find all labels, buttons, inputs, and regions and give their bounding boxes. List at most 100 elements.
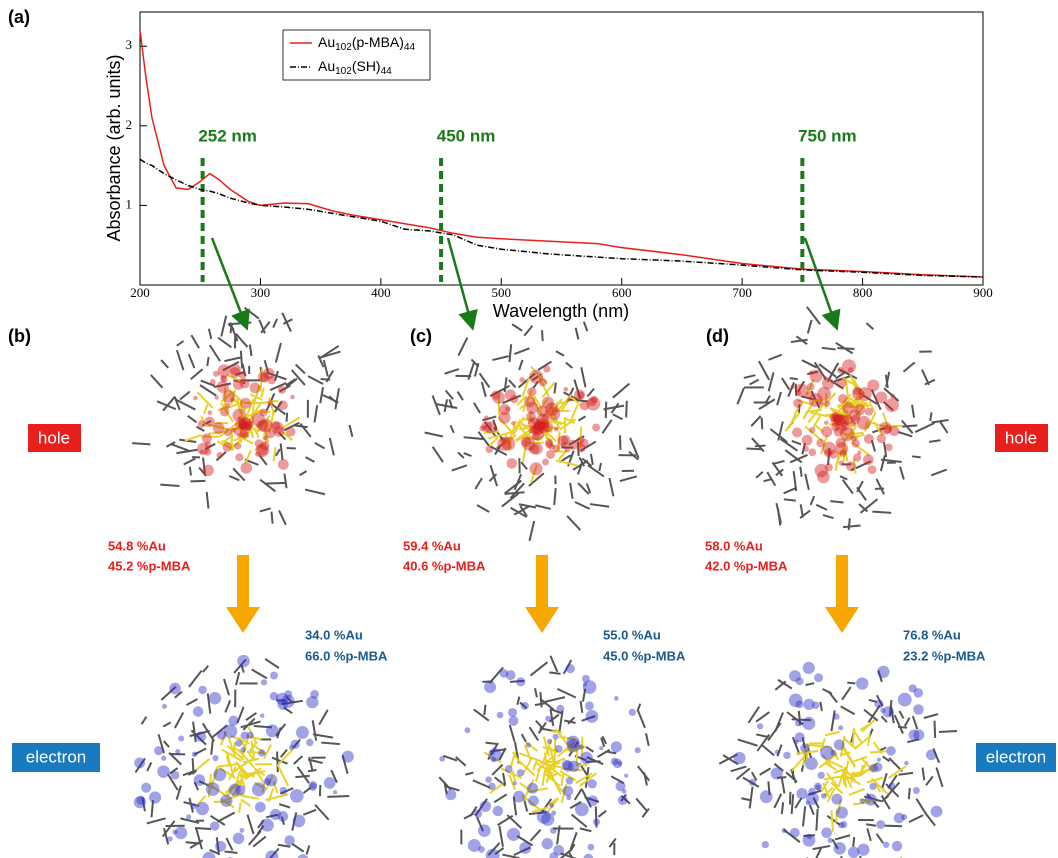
density-blob [635, 747, 641, 753]
ligand [591, 454, 593, 465]
ligand [147, 762, 151, 771]
density-blob [134, 796, 146, 808]
density-blob [806, 801, 811, 806]
density-blob [529, 444, 540, 455]
density-blob [542, 459, 549, 466]
density-blob [909, 684, 917, 692]
ligand [578, 462, 582, 474]
density-blob [220, 795, 232, 807]
density-blob [885, 444, 893, 452]
density-blob [865, 794, 877, 806]
gold-bond [197, 392, 212, 408]
ligand [842, 687, 851, 700]
ligand [307, 845, 310, 854]
ligand [177, 350, 184, 370]
ligand [895, 715, 903, 733]
density-blob [782, 828, 787, 833]
density-blob [545, 716, 551, 722]
ligand [638, 766, 649, 781]
ligand [189, 671, 202, 687]
density-blob [235, 453, 243, 461]
density-blob [186, 814, 191, 819]
ligand [279, 804, 290, 807]
density-blob [240, 828, 245, 833]
ligand [452, 465, 467, 470]
ligand [464, 437, 484, 439]
ligand [295, 776, 309, 777]
ligand [260, 508, 271, 511]
density-blob [480, 801, 491, 812]
ligand [636, 799, 646, 811]
ligand [502, 855, 519, 858]
density-blob [278, 386, 286, 394]
density-blob [879, 422, 892, 435]
density-blob [309, 783, 317, 791]
density-blob [913, 704, 924, 715]
density-blob [926, 750, 937, 761]
ligand [903, 362, 914, 371]
density-blob [507, 828, 520, 841]
density-blob [624, 774, 628, 778]
ligand [800, 467, 801, 477]
density-blob [796, 390, 801, 395]
density-blob [551, 811, 556, 816]
density-blob [821, 426, 832, 437]
ligand [843, 480, 853, 494]
ligand [505, 377, 507, 392]
density-blob [876, 820, 885, 829]
density-blob [240, 398, 251, 409]
density-blob [193, 706, 204, 717]
ligand [313, 720, 316, 740]
ligand [909, 815, 923, 822]
ligand [510, 725, 515, 742]
density-blob [588, 398, 597, 407]
density-blob [883, 706, 894, 717]
density-blob [255, 452, 260, 457]
density-blob [830, 413, 839, 422]
density-blob [869, 783, 876, 790]
density-blob [296, 726, 309, 739]
ligand [163, 722, 170, 726]
density-blob [807, 834, 812, 839]
density-blob [196, 731, 207, 742]
ligand [784, 488, 796, 493]
ligand [751, 416, 760, 426]
panel-label: (a) [8, 7, 30, 27]
ligand [492, 765, 502, 775]
ligand [588, 465, 604, 476]
ligand [570, 483, 572, 499]
ligand [132, 443, 150, 444]
hole-percent: 40.6 %p-MBA [403, 558, 486, 573]
ligand [529, 521, 534, 541]
density-blob [247, 423, 252, 428]
density-blob [593, 818, 600, 825]
gold-bond [561, 774, 563, 786]
ligand [324, 360, 328, 376]
density-blob [172, 830, 177, 835]
density-blob [488, 783, 495, 790]
ligand [923, 768, 925, 781]
ligand [810, 805, 814, 815]
ligand [160, 485, 179, 486]
density-blob [175, 749, 180, 754]
density-blob [264, 778, 271, 785]
density-blob [478, 846, 485, 853]
ligand [287, 413, 288, 422]
density-blob [293, 815, 306, 828]
density-blob [611, 758, 618, 765]
density-blob [513, 781, 517, 785]
density-blob [792, 427, 802, 437]
ligand [450, 425, 453, 432]
gold-bond [870, 751, 886, 752]
ligand [195, 828, 211, 829]
ligand [446, 391, 453, 400]
density-blob [149, 791, 161, 803]
density-blob [206, 782, 220, 796]
ligand [756, 472, 763, 478]
y-tick-label: 3 [126, 37, 133, 52]
ligand [225, 700, 230, 712]
density-blob [464, 727, 470, 733]
ligand [297, 767, 309, 783]
density-blob [290, 789, 304, 803]
density-blob [783, 752, 790, 759]
